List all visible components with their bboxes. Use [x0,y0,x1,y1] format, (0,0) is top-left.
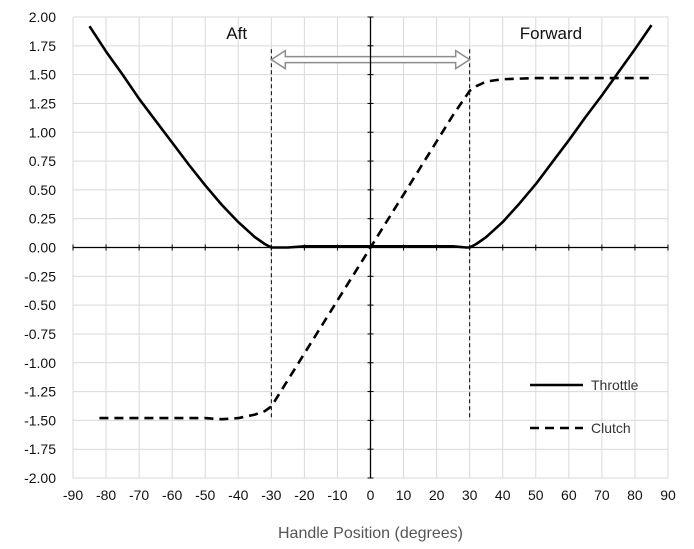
y-tick-label: 1.75 [29,38,56,54]
annotation-forward: Forward [520,24,582,43]
series-lines [88,24,653,421]
y-tick-label: -1.00 [24,355,56,371]
y-tick-label: 1.25 [29,95,56,111]
x-tick-label: -50 [195,487,215,503]
x-tick-label: 60 [561,487,577,503]
x-tick-label: 30 [462,487,478,503]
x-tick-label: 90 [660,487,676,503]
x-tick-label: 40 [495,487,511,503]
x-tick-label: -90 [63,487,83,503]
x-tick-label: -20 [294,487,314,503]
y-tick-label: -0.25 [24,268,56,284]
y-tick-label: 0.75 [29,153,56,169]
y-tick-label: -1.75 [24,441,56,457]
y-tick-label: -1.25 [24,384,56,400]
y-tick-label: 0.00 [29,240,56,256]
x-tick-label: 20 [429,487,445,503]
legend-label-throttle: Throttle [591,377,639,393]
annotation-aft: Aft [226,24,247,43]
y-tick-label: 0.50 [29,182,56,198]
x-tick-label: 10 [396,487,412,503]
y-tick-label: 1.00 [29,124,56,140]
legend: Throttle Clutch [530,377,639,436]
series-line-clutch [99,76,652,421]
x-axis-title: Handle Position (degrees) [278,525,463,542]
x-tick-label: -60 [162,487,182,503]
x-tick-label: 80 [627,487,643,503]
x-tick-label: -70 [129,487,149,503]
x-tick-label: 70 [594,487,610,503]
y-tick-label: 1.50 [29,67,56,83]
y-tick-label: -1.50 [24,412,56,428]
y-tick-label: -2.00 [24,470,56,486]
tick-labels: -90 -80 -70 -60 -50 -40 -30 -20 -10 0 10 20 30 40 50 60… [24,9,676,503]
legend-label-clutch: Clutch [591,420,631,436]
x-tick-label: 50 [528,487,544,503]
y-tick-label: -0.50 [24,297,56,313]
x-tick-label: -80 [96,487,116,503]
y-tick-label: 0.25 [29,211,56,227]
x-tick-label: -10 [327,487,347,503]
x-tick-label: -40 [228,487,248,503]
x-tick-label: -30 [261,487,281,503]
x-tick-label: 0 [367,487,375,503]
y-tick-label: -0.75 [24,326,56,342]
y-tick-label: 2.00 [29,9,56,25]
series-line-throttle [88,24,653,249]
annotations: Aft Forward [226,24,582,43]
